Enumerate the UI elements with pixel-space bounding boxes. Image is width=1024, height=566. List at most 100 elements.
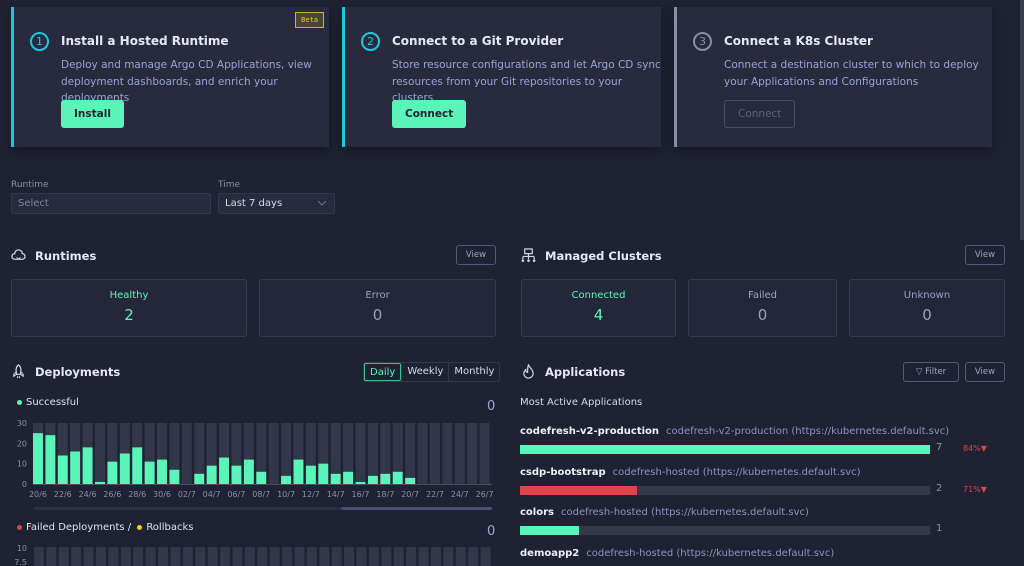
stat-value: 0 [922,306,932,324]
page-scrollbar[interactable] [1020,0,1024,240]
legend-label: Failed Deployments / [26,522,132,533]
bar-16/7[interactable] [355,481,366,484]
connect-git-button[interactable]: Connect [392,100,467,128]
bar-30/6[interactable] [157,459,167,484]
bar-background [429,423,440,484]
failed-bar-background [120,547,131,566]
bar-25/6[interactable] [95,481,105,484]
app-activity-bar [520,526,930,535]
cluster-stat-failed[interactable]: Failed 0 [688,279,837,337]
bar-18/7[interactable] [380,473,391,484]
bar-08/7[interactable] [256,471,267,484]
card-title: Connect to a Git Provider [392,34,564,48]
failed-bar-background [344,547,355,566]
x-tick-label: 22/6 [54,490,72,499]
bar-background [107,423,118,484]
x-tick-label: 28/6 [128,490,146,499]
y-tick-label: 0 [22,480,27,489]
app-row[interactable]: codefresh-v2-production codefresh-v2-prod… [520,426,949,437]
cloud-icon [11,249,26,260]
app-count: 2 [936,482,943,494]
bar-13/7[interactable] [318,463,329,484]
bar-28/6[interactable] [132,447,143,484]
clusters-view-button[interactable]: View [965,245,1005,265]
bar-20/7[interactable] [405,477,416,484]
bar-background [243,423,254,484]
app-count: 1 [936,523,943,534]
runtime-select[interactable]: Select [11,193,211,214]
scrollbar-thumb[interactable] [340,507,492,510]
bar-01/7[interactable] [169,469,180,484]
bar-07/7[interactable] [243,459,254,484]
app-activity-fill [520,526,579,535]
step-number: 2 [361,32,380,51]
time-select[interactable]: Last 7 days [218,193,335,214]
install-button[interactable]: Install [61,100,124,128]
failed-bar-background [331,547,342,566]
cluster-stat-unknown[interactable]: Unknown 0 [849,279,1005,337]
bar-background [343,423,354,484]
tab-monthly[interactable]: Monthly [448,363,499,381]
cluster-stat-connected[interactable]: Connected 4 [521,279,676,337]
app-row[interactable]: demoapp2 codefresh-hosted (https://kubern… [520,548,834,559]
time-value: Last 7 days [225,198,283,209]
failed-bar-background [381,547,392,566]
bar-26/6[interactable] [107,461,118,484]
failed-bar-background [220,547,231,566]
runtime-stat-error[interactable]: Error 0 [259,279,496,337]
beta-badge: Beta [295,12,324,28]
chart-scrollbar[interactable] [34,507,492,510]
bar-05/7[interactable] [219,457,230,484]
failed-bar-background [406,547,417,566]
app-name: demoapp2 [520,547,580,559]
flame-icon [523,364,534,379]
legend-label: Successful [26,397,79,408]
bar-12/7[interactable] [305,465,316,484]
app-name: codefresh-v2-production [520,426,660,437]
bar-27/6[interactable] [119,453,130,485]
y-tick-label: 10 [17,460,27,469]
app-change: 84%▼ [963,444,987,453]
stat-label: Error [365,290,390,301]
period-toggle: Daily Weekly Monthly [363,362,501,382]
stat-label: Failed [747,290,778,301]
tab-daily[interactable]: Daily [364,363,402,381]
bar-17/7[interactable] [367,475,378,484]
bar-24/6[interactable] [82,447,93,484]
onboarding-card-runtime: 1 Install a Hosted Runtime Deploy and ma… [11,7,329,147]
x-tick-label: 24/6 [79,490,97,499]
bar-11/7[interactable] [293,459,304,484]
bar-background [479,423,490,484]
bar-10/7[interactable] [281,475,292,484]
applications-view-button[interactable]: View [965,362,1005,382]
tab-weekly[interactable]: Weekly [401,363,448,381]
runtimes-header: Runtimes [11,248,96,263]
app-activity-bar [520,485,930,495]
bar-background [181,423,192,484]
bar-21/6[interactable] [45,435,56,484]
card-title: Install a Hosted Runtime [61,34,229,48]
connect-cluster-button[interactable]: Connect [724,100,796,128]
applications-filter-button[interactable]: ▽ Filter [903,362,959,382]
runtime-stat-healthy[interactable]: Healthy 2 [11,279,247,337]
app-change: 71%▼ [963,485,987,494]
bar-background [144,423,155,484]
bar-20/6[interactable] [33,433,43,484]
clusters-header: Managed Clusters [521,248,662,263]
bar-15/7[interactable] [343,471,354,484]
bar-06/7[interactable] [231,465,242,484]
app-count: 7 [936,442,943,453]
bar-29/6[interactable] [144,461,155,484]
app-row[interactable]: csdp-bootstrap codefresh-hosted (https://… [520,467,861,478]
stat-value: 4 [593,306,604,324]
runtimes-view-button[interactable]: View [456,245,496,265]
bar-03/7[interactable] [194,473,205,484]
bar-22/6[interactable] [57,455,68,484]
bar-14/7[interactable] [330,473,341,484]
bar-23/6[interactable] [70,451,81,484]
bar-04/7[interactable] [206,465,217,484]
app-destination: codefresh-v2-production (https://kuberne… [666,426,950,437]
failed-bar-background [170,547,181,566]
app-row[interactable]: colors codefresh-hosted (https://kubernet… [520,507,809,518]
bar-19/7[interactable] [392,471,403,484]
